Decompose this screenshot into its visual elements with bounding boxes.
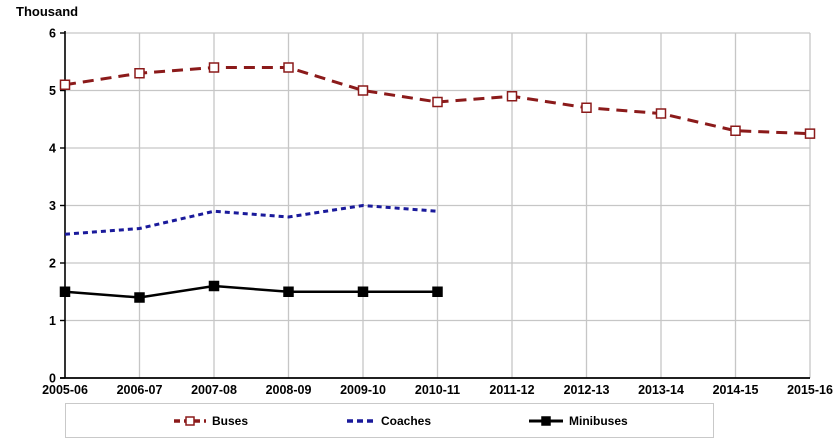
plot-area: 0 1 2 3 4 5 6 2005-06 2006-07 2007-08 2008-09 2009-… [42, 27, 833, 398]
svg-text:2010-11: 2010-11 [415, 383, 460, 397]
y-axis-title: Thousand [16, 4, 79, 19]
svg-text:2005-06: 2005-06 [42, 383, 88, 397]
svg-text:2011-12: 2011-12 [489, 383, 534, 397]
svg-text:2015-16: 2015-16 [787, 383, 833, 397]
x-axis-tick-labels: 2005-06 2006-07 2007-08 2008-09 2009-10 2010-… [42, 383, 833, 397]
legend-label-coaches: Coaches [381, 413, 432, 428]
svg-text:0: 0 [49, 372, 56, 386]
svg-text:2009-10: 2009-10 [340, 383, 386, 397]
svg-text:4: 4 [49, 142, 56, 156]
y-axis-tick-labels: 0 1 2 3 4 5 6 [49, 27, 56, 386]
svg-text:6: 6 [49, 27, 56, 41]
series-buses [59, 62, 816, 139]
legend-item-minibuses: Minibuses [529, 404, 628, 437]
minibuses-line-sample-icon [529, 415, 563, 426]
svg-text:2008-09: 2008-09 [266, 383, 312, 397]
buses-line-sample-icon [174, 415, 206, 426]
svg-text:2012-13: 2012-13 [564, 383, 610, 397]
series-minibuses [59, 280, 443, 303]
svg-text:5: 5 [49, 84, 56, 98]
coaches-line-sample-icon [347, 418, 375, 423]
svg-text:2006-07: 2006-07 [117, 383, 163, 397]
svg-text:3: 3 [49, 199, 56, 213]
legend: Buses Coaches Minibuses [65, 403, 714, 438]
svg-text:2014-15: 2014-15 [713, 383, 759, 397]
legend-label-minibuses: Minibuses [569, 413, 628, 428]
legend-item-coaches: Coaches [347, 404, 431, 437]
svg-text:2007-08: 2007-08 [191, 383, 237, 397]
svg-text:2: 2 [49, 257, 56, 271]
axes [60, 31, 810, 379]
svg-text:2013-14: 2013-14 [638, 383, 684, 397]
svg-text:1: 1 [49, 314, 56, 328]
legend-label-buses: Buses [212, 413, 249, 428]
gridlines [65, 32, 811, 378]
legend-item-buses: Buses [174, 404, 248, 437]
series-coaches [64, 203, 438, 236]
